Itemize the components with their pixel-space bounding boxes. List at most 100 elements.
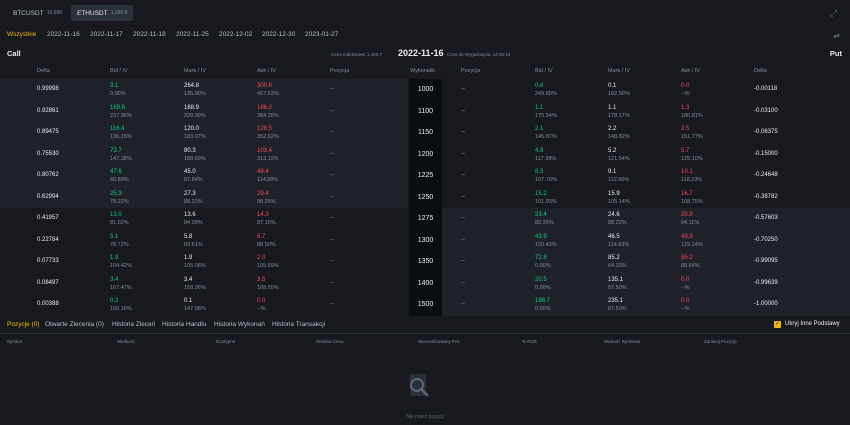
call-side: [0, 79, 408, 101]
put-mark[interactable]: 135.1 87.50%: [608, 276, 627, 292]
tab-trade-history[interactable]: Historia Handlu: [162, 321, 207, 328]
put-side: [442, 229, 850, 251]
call-bid[interactable]: 47.6 60.89%: [110, 168, 129, 184]
date-tab[interactable]: 2022-11-16: [47, 31, 80, 38]
call-ask-value: 103.4: [257, 147, 273, 154]
call-mark[interactable]: 168.9 229.99%: [184, 104, 206, 120]
call-ask-iv: 98.25%: [257, 198, 276, 205]
index-price: Cena Indeksowa: 1,260.7: [331, 52, 383, 57]
call-bid[interactable]: 169.6 237.96%: [110, 104, 132, 120]
call-side: [0, 165, 408, 187]
call-mark[interactable]: 27.3 88.23%: [184, 190, 203, 206]
put-delta: -0.03100: [754, 107, 778, 114]
col-head-strike: Wykonalik: [410, 68, 436, 74]
date-tab-all[interactable]: Wszystkie: [7, 31, 37, 38]
date-tab[interactable]: 2022-12-30: [262, 31, 296, 38]
date-tab[interactable]: 2022-11-25: [176, 31, 209, 38]
call-bid[interactable]: 5.1 78.72%: [110, 233, 129, 249]
tab-order-history[interactable]: Historia Zleceń: [112, 321, 156, 328]
symbol-tab-btcusdt[interactable]: BTCUSDT 16,995: [7, 5, 68, 21]
call-ask[interactable]: 186.2 384.28%: [257, 104, 279, 120]
date-tab[interactable]: 2022-11-17: [90, 31, 123, 38]
put-mark[interactable]: 0.1 182.50%: [608, 82, 630, 98]
put-mark[interactable]: 15.9 105.14%: [608, 190, 630, 206]
put-bid[interactable]: 23.4 82.36%: [535, 211, 554, 227]
call-bid[interactable]: 116.4 136.15%: [110, 125, 132, 141]
call-ask[interactable]: 2.0 105.69%: [257, 254, 279, 270]
put-ask[interactable]: 16.7 108.75%: [681, 190, 703, 206]
call-bid[interactable]: 73.7 147.38%: [110, 147, 132, 163]
call-ask[interactable]: 29.4 98.25%: [257, 190, 276, 206]
call-ask[interactable]: 300.6 457.63%: [257, 82, 279, 98]
put-bid[interactable]: 2.1 145.87%: [535, 125, 557, 141]
call-mark[interactable]: 45.0 87.84%: [184, 168, 203, 184]
call-ask[interactable]: 3.5 168.65%: [257, 276, 279, 292]
put-bid-value: 2.1: [535, 126, 544, 132]
call-bid[interactable]: 1.9 104.42%: [110, 254, 132, 270]
call-mark-iv: 83.61%: [184, 241, 203, 248]
put-mark[interactable]: 1.1 178.17%: [608, 104, 630, 120]
put-mark[interactable]: 46.5 114.83%: [608, 233, 629, 249]
call-ask[interactable]: 128.5 352.62%: [257, 125, 279, 141]
put-ask[interactable]: 0.0 --%: [681, 297, 690, 313]
tab-transaction-history[interactable]: Historia Transakcji: [272, 321, 326, 328]
call-mark[interactable]: 5.8 83.61%: [184, 233, 203, 249]
put-bid[interactable]: 43.9 100.43%: [535, 233, 557, 249]
call-bid[interactable]: 13.0 81.02%: [110, 211, 129, 227]
call-bid[interactable]: 0.2 160.16%: [110, 297, 132, 313]
put-ask[interactable]: 86.2 88.64%: [681, 254, 700, 270]
put-ask[interactable]: 10.1 118.23%: [681, 168, 702, 184]
put-ask[interactable]: 25.9 94.11%: [681, 211, 699, 227]
date-tab[interactable]: 2022-11-18: [133, 31, 166, 38]
call-ask[interactable]: 49.4 114.88%: [257, 168, 278, 184]
expand-icon[interactable]: ⤢: [830, 8, 838, 18]
call-delta: 0.41957: [37, 215, 59, 221]
put-ask[interactable]: 0.0 --%: [681, 276, 690, 292]
put-bid[interactable]: 15.2 101.93%: [535, 190, 557, 206]
table-row: 0.22784 5.1 78.72% 5.8 83.61% 6.7 88.50% -- 1300…: [0, 229, 850, 251]
call-mark[interactable]: 120.0 183.07%: [184, 125, 206, 141]
put-mark[interactable]: 85.2 64.33%: [608, 254, 627, 270]
call-mark[interactable]: 80.3 188.69%: [184, 147, 206, 163]
call-bid[interactable]: 25.3 78.22%: [110, 190, 129, 206]
date-tab[interactable]: 2022-12-02: [219, 31, 253, 38]
hide-other-underlyings-checkbox[interactable]: ✓: [774, 321, 781, 328]
put-mark[interactable]: 235.1 87.50%: [608, 297, 627, 313]
call-mark[interactable]: 3.4 168.06%: [184, 276, 206, 292]
put-mark[interactable]: 24.6 88.22%: [608, 211, 627, 227]
put-ask[interactable]: 49.3 129.24%: [681, 233, 703, 249]
put-bid[interactable]: 1.1 175.54%: [535, 104, 557, 120]
tab-open-orders[interactable]: Otwarte Zlecenia (0): [45, 321, 104, 328]
call-ask[interactable]: 0.0 --%: [257, 297, 266, 313]
settings-sliders-icon[interactable]: ⇌: [833, 31, 840, 40]
put-mark[interactable]: 2.2 148.82%: [608, 125, 630, 141]
put-bid[interactable]: 4.8 117.98%: [535, 147, 556, 163]
put-ask[interactable]: 1.3 180.81%: [681, 104, 703, 120]
put-bid[interactable]: 72.8 0.00%: [535, 254, 551, 270]
put-bid[interactable]: 198.7 0.00%: [535, 297, 551, 313]
call-ask[interactable]: 6.7 88.50%: [257, 233, 276, 249]
divider: [0, 333, 850, 334]
call-mark[interactable]: 264.8 135.00%: [184, 82, 206, 98]
date-tab[interactable]: 2023-01-27: [305, 31, 339, 38]
put-ask[interactable]: 2.5 151.77%: [681, 125, 703, 141]
put-delta: -0.99095: [754, 258, 778, 264]
symbol-tab-ethusdt[interactable]: ETHUSDT 1,260.8: [71, 5, 134, 21]
put-ask[interactable]: 5.7 125.10%: [681, 147, 703, 163]
call-ask[interactable]: 14.3 87.15%: [257, 211, 276, 227]
put-mark[interactable]: 5.2 121.54%: [608, 147, 630, 163]
put-bid[interactable]: 0.6 249.89%: [535, 82, 557, 98]
put-ask[interactable]: 0.0 --%: [681, 82, 690, 98]
call-mark[interactable]: 13.6 84.08%: [184, 211, 203, 227]
call-bid[interactable]: 3.1 0.00%: [110, 82, 126, 98]
call-ask[interactable]: 103.4 313.11%: [257, 147, 278, 163]
put-ask-iv: 88.64%: [681, 263, 700, 269]
tab-exercise-history[interactable]: Historia Wykonań: [214, 321, 265, 328]
put-mark[interactable]: 9.1 112.96%: [608, 168, 629, 184]
call-bid[interactable]: 3.4 167.47%: [110, 276, 132, 292]
tab-positions[interactable]: Pozycje (0): [7, 321, 40, 328]
call-mark[interactable]: 1.9 105.06%: [184, 254, 206, 270]
call-mark[interactable]: 0.1 147.98%: [184, 297, 206, 313]
put-bid[interactable]: 8.3 107.70%: [535, 168, 557, 184]
put-bid[interactable]: 20.5 0.00%: [535, 276, 551, 292]
